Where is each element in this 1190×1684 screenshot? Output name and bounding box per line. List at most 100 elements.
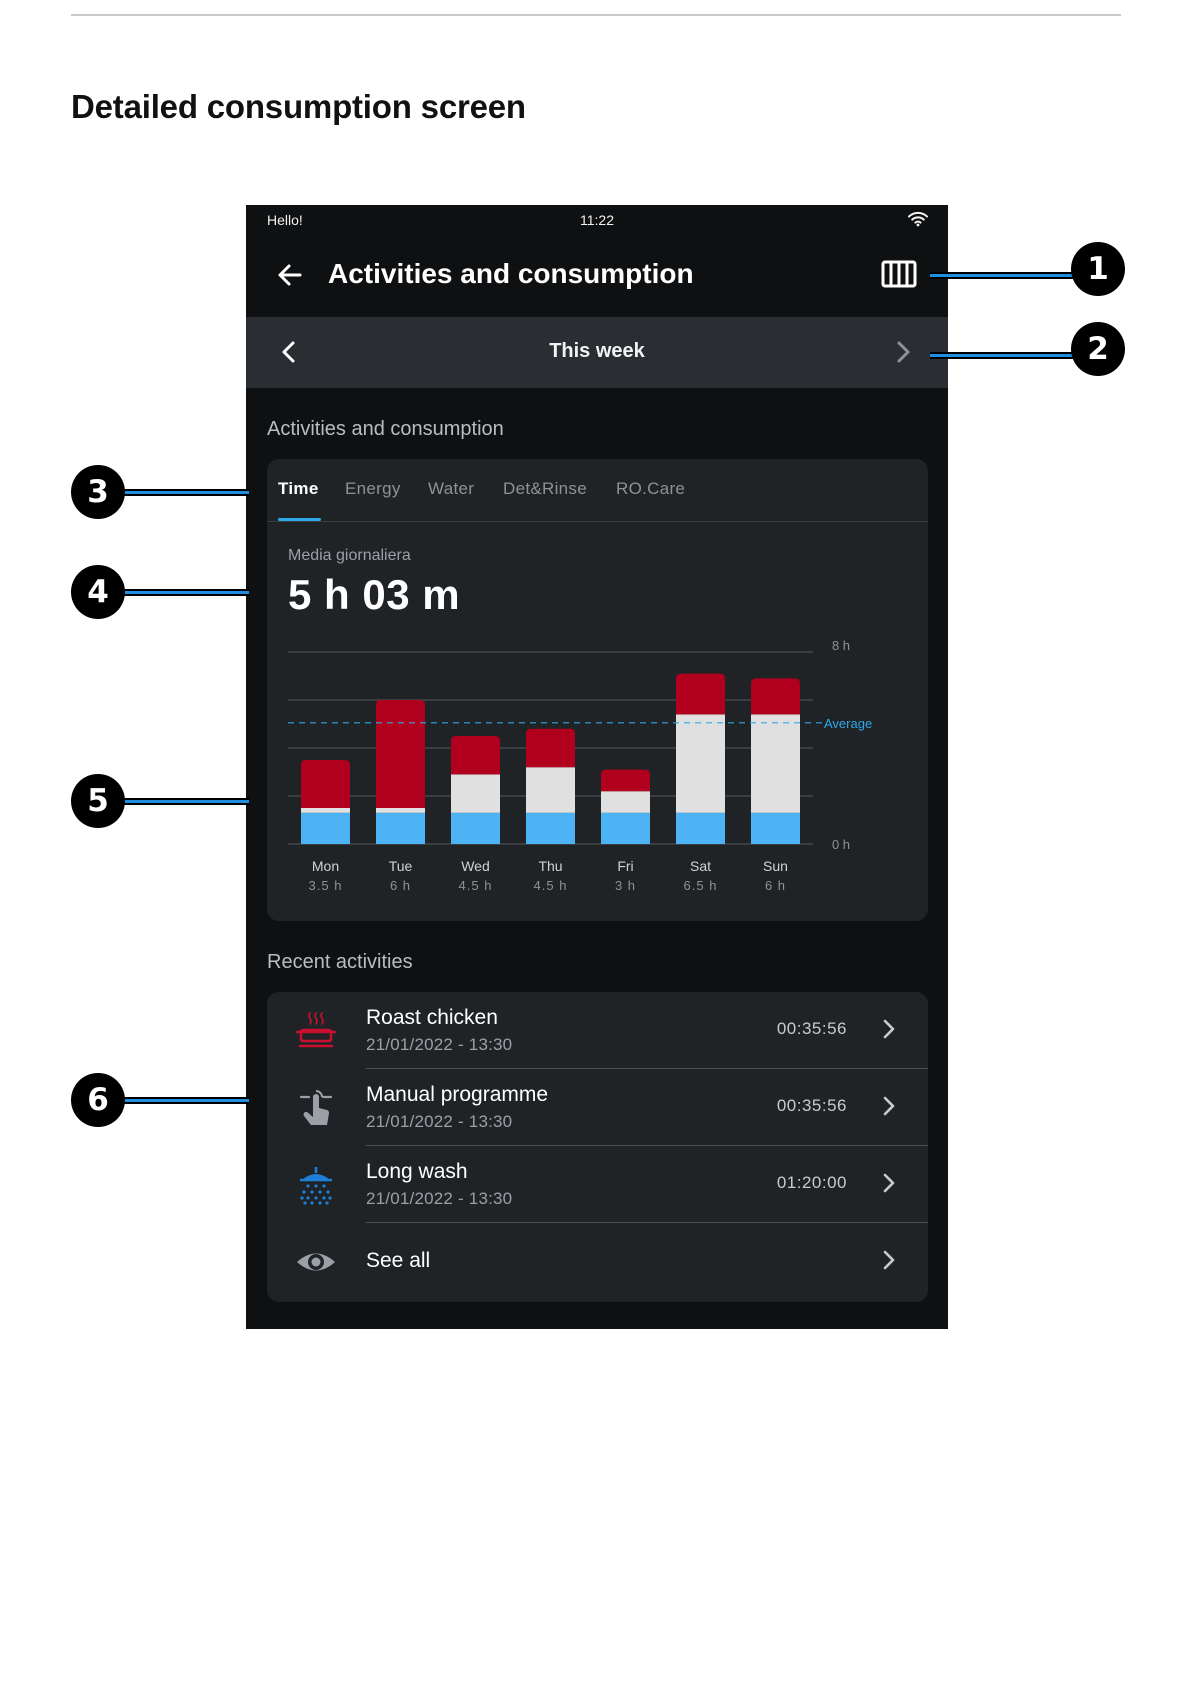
row-divider [366, 1222, 928, 1223]
callout-6-badge: 6 [71, 1073, 125, 1127]
average-label: Average [824, 716, 872, 731]
x-tick-label: Sat [690, 858, 711, 874]
wifi-icon [908, 211, 928, 227]
x-tick-label: Sun [763, 858, 788, 874]
bar-segment-thu-2 [526, 728, 575, 768]
bar-segment-wed-0 [451, 812, 500, 844]
active-tab-indicator [278, 518, 321, 521]
consumption-card: Time Energy Water Det&Rinse RO.Care Medi… [267, 459, 928, 921]
bar-segment-sun-0 [751, 812, 800, 844]
consumption-tabs: Time Energy Water Det&Rinse RO.Care [267, 459, 928, 522]
device-screen: Hello! 11:22 Activities and consumption … [246, 205, 948, 1329]
see-all-label: See all [366, 1249, 431, 1272]
roast-pan-icon [295, 1012, 337, 1048]
row-divider [366, 1145, 928, 1146]
tab-det-rinse[interactable]: Det&Rinse [503, 479, 587, 498]
bar-total-label: 6 h [390, 878, 411, 893]
callout-5-leader [100, 798, 249, 805]
activity-date: 21/01/2022 - 13:30 [366, 1189, 513, 1208]
document-heading: Detailed consumption screen [71, 88, 526, 125]
page-top-rule [71, 14, 1121, 16]
chevron-right-icon [883, 1173, 895, 1193]
callout-1-leader [930, 272, 1110, 279]
callout-4-leader [100, 589, 249, 596]
bar-total-label: 6.5 h [684, 878, 718, 893]
activity-row-roast-chicken[interactable]: Roast chicken 21/01/2022 - 13:30 00:35:5… [267, 992, 928, 1069]
touch-hand-icon [299, 1090, 333, 1125]
x-tick-label: Wed [461, 858, 490, 874]
recent-activities-list: Roast chicken 21/01/2022 - 13:30 00:35:5… [267, 992, 928, 1302]
bar-segment-wed-2 [451, 736, 500, 775]
callout-3-leader [100, 489, 249, 496]
bar-segment-thu-0 [526, 812, 575, 844]
activity-date: 21/01/2022 - 13:30 [366, 1112, 513, 1131]
week-label: This week [549, 340, 645, 362]
chevron-right-icon[interactable] [888, 337, 918, 367]
tab-energy[interactable]: Energy [345, 479, 401, 498]
daily-average-value: 5 h 03 m [288, 571, 461, 618]
bar-total-label: 4.5 h [459, 878, 493, 893]
tab-ro-care[interactable]: RO.Care [616, 479, 686, 498]
tab-time[interactable]: Time [278, 479, 319, 498]
activity-row-long-wash[interactable]: Long wash 21/01/2022 - 13:30 01:20:00 [267, 1146, 928, 1223]
status-bar: Hello! 11:22 [246, 205, 948, 235]
arrow-left-icon[interactable] [274, 259, 306, 291]
weekly-time-chart: 8 h 0 h Mon 3.5 h Tue 6 h Wed 4.5 h Thu 4.5 h Fri 3… [288, 638, 872, 893]
x-tick-label: Mon [312, 858, 339, 874]
activity-duration: 01:20:00 [776, 1173, 847, 1192]
recent-section-title: Recent activities [267, 951, 413, 973]
callout-4-badge: 4 [71, 565, 125, 619]
bar-segment-sun-1 [751, 714, 800, 813]
bar-segment-mon-2 [301, 760, 350, 808]
activity-title: Long wash [366, 1160, 468, 1183]
week-navigator: This week [246, 317, 948, 388]
bar-segment-mon-1 [301, 808, 350, 813]
callout-1-badge: 1 [1071, 242, 1125, 296]
bar-segment-fri-0 [601, 812, 650, 844]
bar-segment-sun-2 [751, 678, 800, 715]
activity-title: Roast chicken [366, 1006, 498, 1029]
y-tick-label-max: 8 h [832, 638, 850, 653]
chevron-right-icon [883, 1096, 895, 1116]
bar-total-label: 3 h [615, 878, 636, 893]
bar-segment-fri-2 [601, 769, 650, 792]
chevron-right-icon [883, 1019, 895, 1039]
bar-segment-fri-1 [601, 791, 650, 813]
callout-5-badge: 5 [71, 774, 125, 828]
bar-segment-wed-1 [451, 774, 500, 813]
bar-segment-tue-1 [376, 808, 425, 813]
bar-segment-mon-0 [301, 812, 350, 844]
callout-2-leader [930, 352, 1110, 359]
status-greeting: Hello! [267, 212, 303, 228]
eye-icon [297, 1253, 335, 1271]
bar-segment-thu-1 [526, 767, 575, 813]
bar-segment-tue-2 [376, 700, 425, 808]
daily-average-caption: Media giornaliera [288, 547, 411, 564]
activity-duration: 00:35:56 [776, 1019, 847, 1038]
chevron-left-icon[interactable] [274, 337, 304, 367]
x-tick-label: Thu [538, 858, 562, 874]
callout-2-badge: 2 [1071, 322, 1125, 376]
activity-duration: 00:35:56 [776, 1096, 847, 1115]
callout-6-leader [100, 1097, 249, 1104]
activity-row-manual-programme[interactable]: Manual programme 21/01/2022 - 13:30 00:3… [267, 1069, 928, 1146]
bar-segment-sat-1 [676, 714, 725, 813]
see-all-row[interactable]: See all [267, 1223, 928, 1300]
bar-total-label: 4.5 h [534, 878, 568, 893]
consumption-section-title: Activities and consumption [267, 418, 504, 440]
y-tick-label-min: 0 h [832, 837, 850, 852]
columns-view-icon[interactable] [880, 257, 918, 291]
status-time: 11:22 [580, 212, 614, 228]
bar-total-label: 3.5 h [309, 878, 343, 893]
x-tick-label: Fri [617, 858, 633, 874]
bar-total-label: 6 h [765, 878, 786, 893]
x-tick-label: Tue [389, 858, 413, 874]
row-divider [366, 1068, 928, 1069]
bar-segment-tue-0 [376, 812, 425, 844]
bar-segment-sat-2 [676, 673, 725, 715]
bar-segment-sat-0 [676, 812, 725, 844]
callout-3-badge: 3 [71, 465, 125, 519]
tab-water[interactable]: Water [428, 479, 475, 498]
activity-date: 21/01/2022 - 13:30 [366, 1035, 513, 1054]
app-title: Activities and consumption [328, 258, 694, 289]
